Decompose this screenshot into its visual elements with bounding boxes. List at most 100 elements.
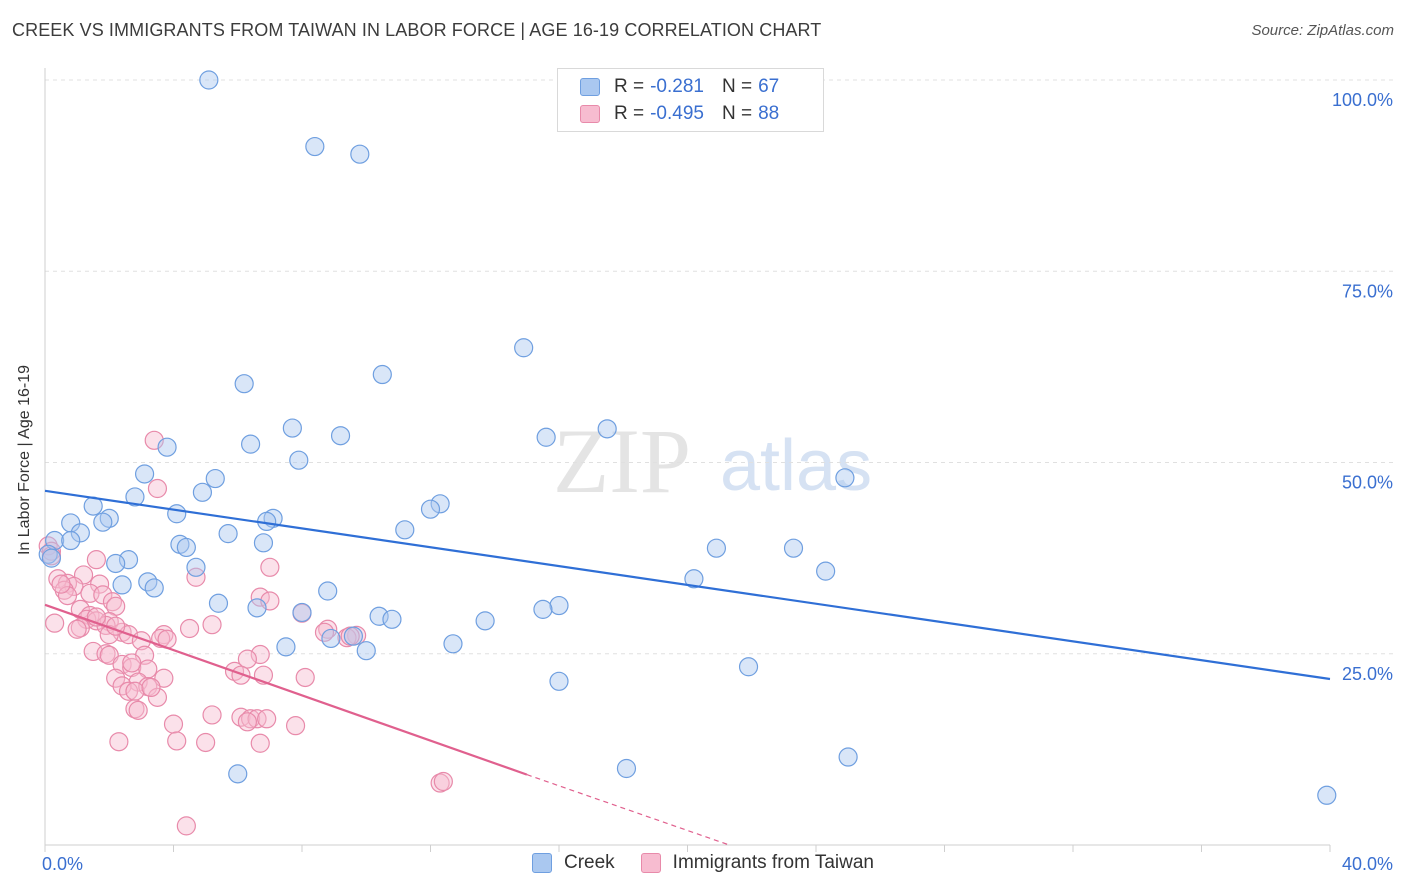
taiwan-point xyxy=(179,618,200,639)
creek-point xyxy=(816,561,836,581)
creek-swatch xyxy=(580,78,600,96)
taiwan-point xyxy=(241,709,261,729)
taiwan-point xyxy=(57,586,78,606)
legend-item-creek: Creek xyxy=(531,852,615,874)
legend-item-taiwan: Immigrants from Taiwan xyxy=(640,852,874,874)
creek-point xyxy=(356,641,376,661)
taiwan-point xyxy=(260,557,280,577)
y-tick-label: 75.0% xyxy=(1342,281,1393,301)
creek-point xyxy=(536,427,556,447)
creek-point xyxy=(205,468,225,489)
creek-point xyxy=(382,609,402,629)
r-label: R = xyxy=(614,76,645,97)
creek-point xyxy=(514,338,534,358)
taiwan-point xyxy=(250,644,270,665)
series-legend: Creek Immigrants from Taiwan xyxy=(0,852,1406,874)
creek-point xyxy=(475,611,495,631)
creek-point xyxy=(186,557,206,577)
creek-point xyxy=(167,504,187,524)
creek-point xyxy=(443,634,463,654)
creek-point xyxy=(253,533,274,553)
taiwan-point xyxy=(96,644,116,664)
creek-point xyxy=(395,520,415,540)
taiwan-point xyxy=(93,585,113,605)
taiwan-point xyxy=(48,569,68,589)
creek-point xyxy=(305,136,325,157)
taiwan-point xyxy=(163,714,184,734)
taiwan-point xyxy=(250,587,270,607)
creek-point xyxy=(112,575,132,595)
creek-legend-label: Creek xyxy=(563,852,615,873)
taiwan-point xyxy=(125,699,145,719)
creek-trendline xyxy=(44,489,1331,681)
creek-point xyxy=(134,464,155,484)
taiwan-legend-swatch xyxy=(640,853,661,873)
n-label: N = xyxy=(721,76,753,97)
trend-lines xyxy=(44,489,1331,846)
grid-lines xyxy=(45,79,1393,655)
tick-labels: 25.0% 50.0% 75.0% 100.0% 0.0% 40.0% xyxy=(42,90,1393,874)
taiwan-point xyxy=(147,687,168,707)
creek-point xyxy=(289,450,309,470)
creek-point xyxy=(835,468,855,488)
legend-row-taiwan: R = -0.495 N = 88 xyxy=(580,101,797,127)
creek-point xyxy=(292,602,312,623)
taiwan-point xyxy=(295,667,315,688)
creek-point xyxy=(118,550,139,570)
creek-point xyxy=(330,426,351,446)
creek-point xyxy=(597,419,617,439)
creek-point xyxy=(144,578,164,598)
taiwan-trendline-extension xyxy=(526,774,730,846)
taiwan-point xyxy=(250,733,270,753)
taiwan-point xyxy=(147,478,168,499)
creek-r-value: -0.281 xyxy=(650,76,704,97)
stats-legend: R = -0.281 N = 67 R = -0.495 N = 88 xyxy=(557,68,824,132)
taiwan-point xyxy=(51,574,71,594)
watermark-zip: ZIP xyxy=(553,410,691,512)
watermark: ZIP atlas xyxy=(553,410,872,512)
taiwan-point xyxy=(118,681,139,701)
creek-point xyxy=(282,418,302,438)
taiwan-swatch xyxy=(580,105,600,123)
creek-point xyxy=(234,374,254,394)
creek-point xyxy=(1317,785,1337,805)
creek-point xyxy=(684,569,704,589)
y-axis-label: In Labor Force | Age 16-19 xyxy=(16,364,33,556)
taiwan-point xyxy=(196,732,216,753)
watermark-atlas: atlas xyxy=(720,426,872,506)
creek-point xyxy=(549,671,569,691)
creek-point xyxy=(247,598,267,618)
taiwan-trendline xyxy=(44,603,528,776)
creek-point xyxy=(61,530,81,551)
creek-point xyxy=(420,499,441,519)
taiwan-point xyxy=(202,615,222,635)
creek-legend-swatch xyxy=(531,853,552,873)
taiwan-point xyxy=(237,712,257,732)
creek-point xyxy=(41,548,62,568)
taiwan-point xyxy=(112,676,132,696)
creek-point xyxy=(70,523,90,543)
r-label: R = xyxy=(614,103,645,124)
taiwan-point xyxy=(67,619,87,639)
creek-point xyxy=(276,637,296,657)
creek-point xyxy=(199,70,219,90)
creek-point xyxy=(321,628,341,649)
taiwan-point xyxy=(125,681,145,701)
x-tick-label: 40.0% xyxy=(1342,854,1393,874)
creek-point xyxy=(350,144,370,164)
legend-row-creek: R = -0.281 N = 67 xyxy=(580,74,797,100)
taiwan-point xyxy=(430,773,450,793)
creek-point xyxy=(318,581,338,601)
taiwan-n-value: 88 xyxy=(758,103,780,124)
creek-point xyxy=(706,538,727,558)
creek-point xyxy=(106,553,126,574)
creek-point xyxy=(208,593,229,613)
creek-point xyxy=(783,538,804,558)
source-label: Source: ZipAtlas.com xyxy=(1251,22,1394,39)
y-tick-label: 50.0% xyxy=(1342,473,1393,493)
taiwan-point xyxy=(176,816,196,836)
creek-point xyxy=(738,657,759,677)
n-label: N = xyxy=(721,103,753,124)
creek-point xyxy=(241,434,261,454)
